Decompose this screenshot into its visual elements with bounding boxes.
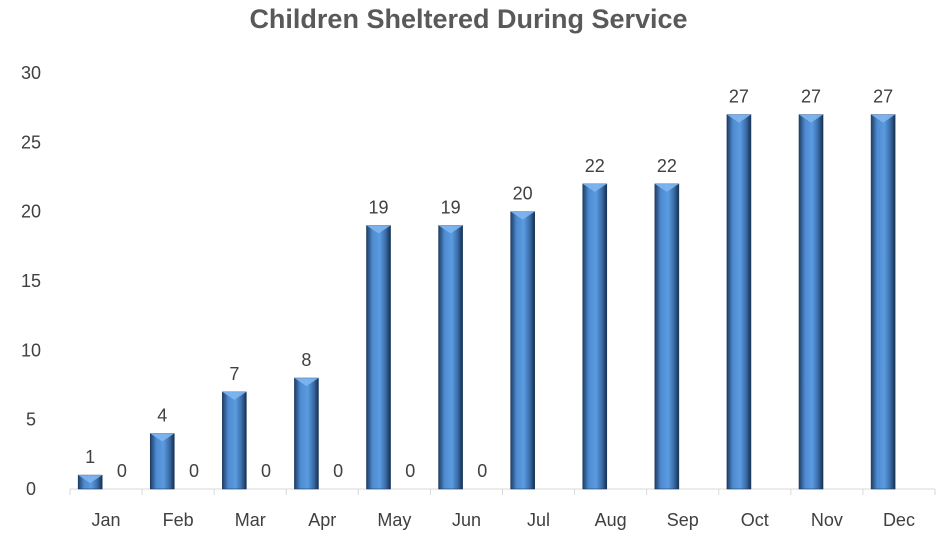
x-tick-label: Jun	[452, 510, 481, 530]
bar	[149, 433, 175, 490]
data-label: 1	[85, 447, 95, 467]
bar-bevel	[294, 378, 319, 387]
data-label: 4	[157, 406, 167, 426]
y-tick-label: 20	[21, 202, 41, 222]
y-tick-label: 0	[26, 479, 36, 499]
x-tick-label: Oct	[741, 510, 769, 530]
y-tick-label: 30	[21, 63, 41, 83]
bar	[438, 225, 463, 490]
x-tick-label: Jul	[527, 510, 550, 530]
data-label: 22	[657, 156, 677, 176]
data-label: 0	[333, 461, 343, 481]
x-tick-label: Sep	[667, 510, 699, 530]
bar-bevel	[726, 114, 751, 123]
data-label: 0	[189, 461, 199, 481]
label-layer: 1 4 7 8 19 19 20 22 22 27 27 27 0 0 0 0 0 0	[85, 87, 893, 481]
data-label: 22	[585, 156, 605, 176]
bar-bevel	[654, 183, 679, 192]
bar-bevel	[150, 433, 175, 442]
data-label: 20	[513, 184, 533, 204]
data-label: 27	[873, 87, 893, 107]
data-label: 8	[301, 350, 311, 370]
y-tick-label: 10	[21, 340, 41, 360]
data-label: 0	[261, 461, 271, 481]
x-tick-label: Nov	[811, 510, 843, 530]
x-tick-label: Mar	[235, 510, 266, 530]
data-label: 19	[441, 198, 461, 218]
data-label: 27	[801, 87, 821, 107]
data-label: 27	[729, 87, 749, 107]
bar-bevel	[438, 225, 463, 234]
x-tick-label: Aug	[595, 510, 627, 530]
y-tick-label: 15	[21, 271, 41, 291]
data-label: 7	[229, 364, 239, 384]
bar-bevel	[799, 114, 824, 123]
x-tick-label: Dec	[883, 510, 915, 530]
x-tick-label: Apr	[308, 510, 336, 530]
x-tick-label: Jan	[92, 510, 121, 530]
chart-title: Children Sheltered During Service	[249, 4, 688, 34]
data-label: 0	[117, 461, 127, 481]
bar	[798, 114, 824, 490]
bar-bevel	[78, 475, 103, 484]
x-tick-label: Feb	[163, 510, 194, 530]
bar	[294, 377, 319, 490]
bar	[870, 114, 896, 490]
bar-layer	[77, 114, 896, 490]
bar-bevel	[582, 183, 607, 192]
bar-bevel	[222, 391, 247, 400]
y-tick-label: 5	[26, 410, 36, 430]
bar-bevel	[366, 225, 391, 234]
data-label: 19	[369, 198, 389, 218]
bar	[654, 183, 680, 490]
data-label: 0	[477, 461, 487, 481]
bar-bevel	[871, 114, 896, 123]
bar	[510, 211, 535, 490]
bar	[582, 183, 608, 490]
bar	[726, 114, 752, 490]
bar	[366, 225, 391, 490]
bar-bevel	[510, 211, 535, 220]
data-label: 0	[405, 461, 415, 481]
y-tick-label: 25	[21, 132, 41, 152]
x-tick-label: May	[377, 510, 411, 530]
bar	[222, 391, 247, 490]
